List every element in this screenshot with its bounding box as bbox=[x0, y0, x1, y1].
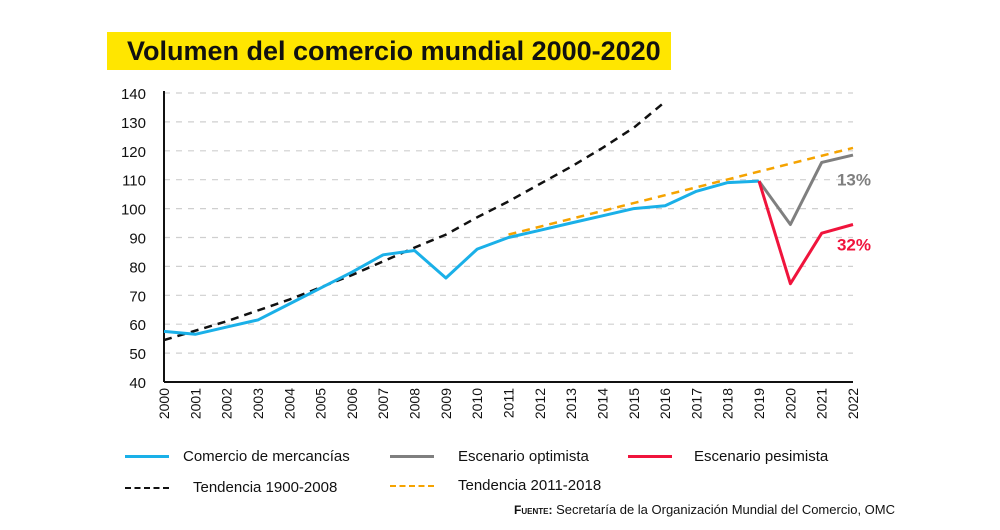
x-tick-label: 2017 bbox=[688, 388, 704, 419]
x-tick-label: 2004 bbox=[281, 388, 297, 419]
x-tick-label: 2009 bbox=[438, 388, 454, 419]
series-line-1 bbox=[757, 153, 854, 226]
annotation-label: 13% bbox=[837, 171, 871, 190]
x-tick-label: 2015 bbox=[626, 388, 642, 419]
chart-title: Volumen del comercio mundial 2000-2020 bbox=[107, 32, 671, 70]
y-tick-label: 40 bbox=[129, 375, 146, 392]
y-tick-label: 60 bbox=[129, 317, 146, 334]
x-tick-label: 2013 bbox=[563, 388, 579, 419]
x-tick-label: 2014 bbox=[594, 388, 610, 419]
x-tick-label: 2001 bbox=[187, 388, 203, 419]
legend-label: Comercio de mercancías bbox=[183, 448, 350, 465]
legend-label: Tendencia 2011-2018 bbox=[458, 477, 602, 494]
x-tick-label: 2002 bbox=[219, 388, 235, 419]
y-tick-label: 120 bbox=[121, 144, 146, 161]
y-tick-label: 130 bbox=[121, 115, 146, 132]
y-tick-label: 90 bbox=[129, 231, 146, 248]
y-tick-label: 50 bbox=[129, 346, 146, 363]
x-tick-label: 2003 bbox=[250, 388, 266, 419]
x-tick-label: 2005 bbox=[313, 388, 329, 419]
x-tick-label: 2016 bbox=[657, 388, 673, 419]
annotation-label: 32% bbox=[837, 236, 871, 255]
x-tick-label: 2019 bbox=[751, 388, 767, 419]
x-tick-label: 2007 bbox=[375, 388, 391, 419]
legend-swatch bbox=[125, 455, 169, 458]
y-tick-label: 110 bbox=[122, 173, 146, 190]
legend-swatch bbox=[628, 455, 672, 458]
legend-label: Tendencia 1900-2008 bbox=[193, 479, 338, 496]
x-tick-label: 2006 bbox=[344, 388, 360, 419]
legend-item-pessimist: Escenario pesimista bbox=[628, 448, 828, 465]
source-note: Fuente: Secretaría de la Organización Mu… bbox=[514, 502, 895, 517]
legend-item-optimist: Escenario optimista bbox=[390, 448, 589, 465]
series-line-4 bbox=[508, 146, 854, 236]
line-chart: 40 50 60 70 80 90 100 110 120 130 140 2000 2001 2002 2… bbox=[121, 86, 871, 419]
x-tick-label: 2018 bbox=[720, 388, 736, 419]
y-tick-label: 140 bbox=[121, 86, 146, 103]
legend-item-merch: Comercio de mercancías bbox=[125, 448, 350, 465]
x-tick-label: 2011 bbox=[501, 388, 517, 418]
legend-label: Escenario optimista bbox=[458, 448, 589, 465]
x-tick-label: 2020 bbox=[782, 388, 798, 419]
x-tick-label: 2008 bbox=[407, 388, 423, 419]
source-text: Secretaría de la Organización Mundial de… bbox=[556, 502, 895, 517]
legend-swatch bbox=[390, 484, 434, 487]
x-tick-label: 2010 bbox=[469, 388, 485, 419]
legend-swatch bbox=[390, 455, 434, 458]
legend-swatch bbox=[125, 486, 169, 489]
y-tick-label: 80 bbox=[129, 259, 146, 276]
series-line-0 bbox=[163, 179, 760, 336]
y-tick-label: 70 bbox=[129, 288, 146, 305]
y-tick-label: 100 bbox=[121, 202, 146, 219]
x-tick-label: 2021 bbox=[814, 388, 830, 419]
x-tick-label: 2000 bbox=[156, 388, 172, 419]
series-line-3 bbox=[163, 100, 666, 342]
legend-item-trend2: Tendencia 2011-2018 bbox=[390, 477, 601, 494]
series-line-2 bbox=[757, 180, 854, 286]
x-tick-label: 2022 bbox=[845, 388, 861, 419]
source-label: Fuente: bbox=[514, 503, 553, 517]
legend-label: Escenario pesimista bbox=[694, 448, 829, 465]
x-tick-label: 2012 bbox=[532, 388, 548, 419]
legend-item-trend1: Tendencia 1900-2008 bbox=[125, 479, 337, 496]
